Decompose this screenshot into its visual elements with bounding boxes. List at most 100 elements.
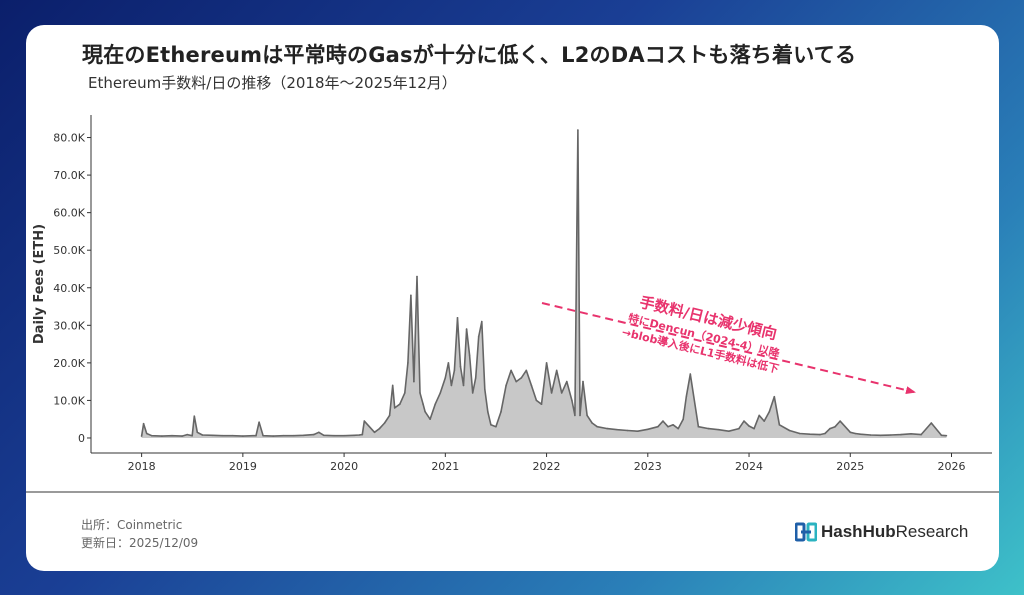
y-tick-label: 10.0K <box>53 394 85 407</box>
data-point <box>728 430 730 433</box>
data-point <box>596 425 598 428</box>
data-point <box>150 434 153 437</box>
trend-arrow <box>541 302 916 395</box>
chart-card: 現在のEthereumは平常時のGasが十分に低く、L2のDAコストも落ち着いて… <box>26 25 999 571</box>
footer-divider <box>26 491 999 493</box>
data-point <box>819 433 821 436</box>
data-point <box>945 434 948 437</box>
data-point <box>717 428 720 431</box>
data-point <box>413 380 415 383</box>
data-point <box>383 422 386 424</box>
x-tick-label: 2019 <box>229 460 257 473</box>
data-point <box>834 425 836 428</box>
x-tick-label: 2024 <box>735 460 763 473</box>
data-point <box>416 275 418 278</box>
data-point <box>333 434 335 437</box>
data-point <box>738 427 740 430</box>
data-point <box>763 420 765 422</box>
data-point <box>471 392 474 394</box>
data-point <box>495 425 497 428</box>
y-axis-label: Daily Fees (ETH) <box>32 224 47 344</box>
y-tick-label: 0 <box>78 432 85 445</box>
data-point <box>940 434 943 437</box>
data-point <box>447 362 450 364</box>
data-point <box>181 435 183 437</box>
data-point <box>798 432 801 435</box>
data-point <box>388 414 391 417</box>
y-tick-label: 20.0K <box>53 357 85 370</box>
data-point <box>707 427 710 430</box>
y-tick-label: 70.0K <box>53 169 85 182</box>
data-point <box>468 354 471 357</box>
data-point <box>140 435 143 437</box>
data-point <box>626 429 629 432</box>
data-point <box>616 428 619 431</box>
data-point <box>574 414 576 417</box>
data-point <box>672 424 674 426</box>
data-point <box>373 431 376 434</box>
data-point <box>685 395 688 398</box>
data-point <box>465 328 468 330</box>
data-point <box>378 427 381 430</box>
data-point <box>900 433 902 436</box>
data-point <box>231 434 234 437</box>
data-point <box>399 403 401 406</box>
data-point <box>577 129 579 131</box>
data-point <box>829 427 831 430</box>
data-point <box>591 422 593 424</box>
data-point <box>481 320 483 323</box>
data-point <box>879 434 882 437</box>
data-point <box>555 369 558 372</box>
data-point <box>221 434 224 437</box>
data-point <box>422 403 424 406</box>
data-point <box>689 373 692 375</box>
data-point <box>459 365 462 368</box>
data-point <box>682 418 684 421</box>
data-point <box>505 384 507 387</box>
data-point <box>809 433 811 436</box>
updated-label: 更新日：2025/12/09 <box>81 536 199 550</box>
data-point <box>407 362 409 364</box>
data-point <box>429 418 431 421</box>
data-point <box>171 434 173 437</box>
fees-chart: 0 10.0K 20.0K 30.0K 40.0K 50.0K 60.0K 70.0K 80.0… <box>32 115 992 473</box>
data-point <box>191 434 193 437</box>
data-point <box>530 384 533 387</box>
data-point <box>662 420 664 422</box>
data-point <box>606 427 609 430</box>
data-point <box>535 399 538 402</box>
data-point <box>778 424 781 426</box>
data-point <box>743 420 745 422</box>
data-point <box>161 435 163 437</box>
data-point <box>824 432 826 435</box>
data-point <box>410 294 412 297</box>
data-point <box>404 392 406 394</box>
data-point <box>393 407 396 409</box>
data-point <box>859 433 862 436</box>
brand-name: HashHubResearch <box>821 522 969 541</box>
trend-annotation: 手数料/日は減少傾向 特にDencun（2024-4）以降 →blob導入後にL… <box>541 293 916 395</box>
data-point <box>520 377 523 379</box>
data-point <box>560 392 563 394</box>
data-point <box>768 410 771 413</box>
data-point <box>930 422 933 424</box>
data-point <box>302 434 305 437</box>
data-point <box>252 434 254 437</box>
data-point <box>579 414 581 417</box>
brand-logo: HashHubResearch <box>795 522 968 542</box>
data-point <box>145 432 148 435</box>
data-point <box>258 421 260 424</box>
data-point <box>419 392 421 394</box>
annotation-bg <box>637 294 778 348</box>
data-point <box>582 380 584 383</box>
data-point <box>550 392 553 394</box>
data-point <box>890 434 892 436</box>
data-point <box>515 380 517 383</box>
data-point <box>487 410 489 413</box>
data-point <box>500 410 502 413</box>
data-point <box>439 392 442 394</box>
data-point <box>424 410 426 413</box>
data-point <box>193 415 196 418</box>
data-point <box>343 434 345 437</box>
data-point <box>292 434 295 437</box>
